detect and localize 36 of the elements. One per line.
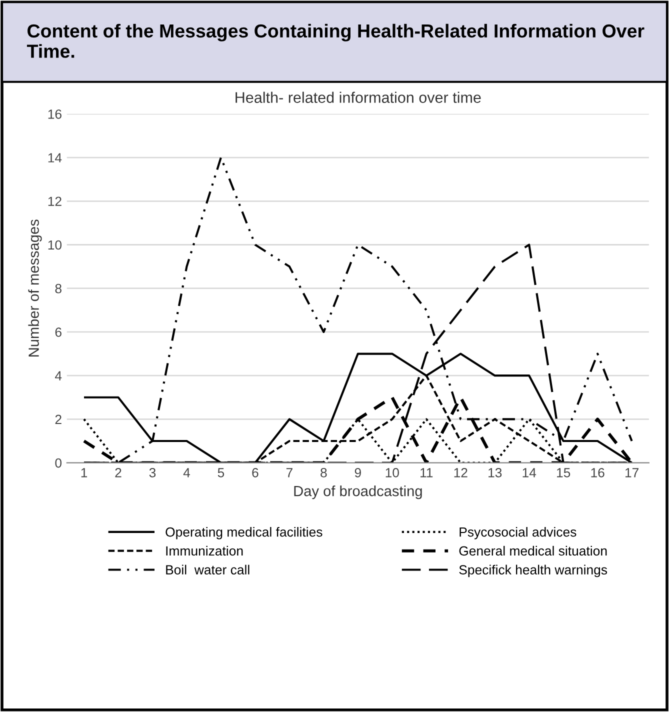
x-tick-label: 4: [183, 468, 190, 478]
x-tick-label: 2: [115, 468, 122, 478]
y-tick-label: 2: [55, 414, 62, 424]
legend-label: Operating medical facilities: [166, 527, 322, 540]
x-tick-label: 10: [386, 468, 399, 478]
x-tick-label: 9: [354, 468, 361, 478]
x-tick-label: 13: [488, 468, 502, 478]
y-tick-label: 4: [55, 371, 62, 380]
y-tick-label: 14: [48, 153, 62, 162]
x-tick-label: 12: [454, 468, 468, 478]
legend-label: General medical situation: [459, 546, 607, 556]
x-tick-label: 5: [218, 468, 224, 478]
x-axis-title: Day of broadcasting: [294, 486, 422, 500]
x-tick-label: 1: [81, 468, 88, 478]
chart-title: Content of the Messages Containing Health-Related Information Over Time.: [26, 24, 644, 58]
y-axis-title: Number of messages: [28, 220, 42, 356]
y-tick-label: 12: [48, 196, 62, 206]
x-tick-label: 3: [149, 468, 156, 478]
y-tick-label: 10: [48, 240, 62, 250]
legend-label: Immunization: [166, 546, 243, 556]
legend-label: Psycosocial advices: [460, 527, 576, 540]
x-tick-label: 7: [286, 468, 292, 478]
legend-label: Specifick health warnings: [459, 564, 608, 578]
x-tick-label: 16: [591, 468, 604, 478]
x-tick-label: 17: [625, 468, 638, 478]
x-tick-label: 15: [557, 468, 570, 478]
legend-label: Boil water call: [166, 564, 250, 574]
x-tick-label: 6: [252, 468, 258, 478]
x-tick-label: 11: [420, 468, 433, 478]
y-tick-label: 0: [55, 458, 62, 468]
y-tick-label: 16: [48, 109, 62, 119]
x-tick-label: 14: [522, 468, 536, 478]
x-tick-label: 8: [320, 468, 327, 478]
y-tick-label: 8: [55, 284, 62, 294]
chart-subtitle: Health- related information over time: [236, 92, 481, 103]
y-tick-label: 6: [55, 328, 62, 337]
